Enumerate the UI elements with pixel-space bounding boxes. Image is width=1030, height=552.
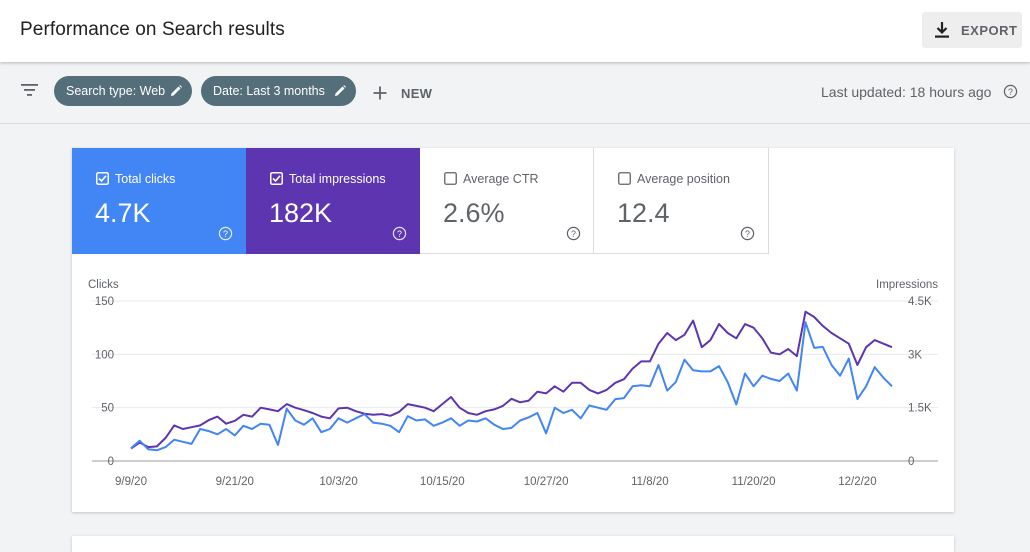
x-tick-label: 10/27/20 [524, 476, 569, 488]
metric-label: Average CTR [463, 172, 539, 186]
metric-value: 2.6% [443, 198, 505, 228]
metric-value: 12.4 [617, 198, 670, 228]
y-tick-label-right: 4.5K [908, 296, 932, 308]
y-tick-label-left: 150 [95, 296, 114, 308]
x-tick-label: 9/21/20 [216, 476, 254, 488]
last-updated-text: Last updated: 18 hours ago [821, 84, 992, 100]
new-filter-button[interactable]: NEW [372, 82, 432, 104]
y-axis-title-left: Clicks [88, 279, 119, 291]
series-line-total-impressions [130, 310, 893, 450]
help-icon[interactable]: ? [218, 226, 233, 241]
help-icon[interactable]: ? [1003, 84, 1018, 99]
export-label: EXPORT [961, 23, 1018, 38]
filter-icon[interactable] [20, 83, 40, 97]
x-tick-label: 9/9/20 [115, 476, 147, 488]
metric-total-clicks[interactable]: Total clicks 4.7K ? [72, 148, 246, 254]
date-chip-label: Date: Last 3 months [213, 84, 325, 98]
y-tick-label-right: 3K [908, 349, 922, 361]
download-icon [935, 22, 949, 38]
svg-text:?: ? [1008, 87, 1013, 97]
queries-card [72, 536, 954, 552]
y-tick-label-right: 0 [908, 456, 914, 468]
plus-icon [373, 86, 387, 100]
svg-text:?: ? [745, 229, 750, 239]
x-tick-label: 10/15/20 [420, 476, 465, 488]
metric-average-ctr[interactable]: Average CTR 2.6% ? [420, 148, 594, 254]
x-tick-label: 11/8/20 [631, 476, 669, 488]
metric-value: 4.7K [95, 198, 151, 228]
checkbox-unchecked-icon[interactable] [444, 172, 457, 185]
performance-card: Total clicks 4.7K ? Total impressions 18… [72, 148, 954, 512]
x-tick-label: 11/20/20 [732, 476, 776, 488]
page-title: Performance on Search results [20, 19, 285, 40]
edit-icon [335, 85, 346, 96]
svg-text:?: ? [223, 229, 228, 239]
x-tick-label: 10/3/20 [319, 476, 357, 488]
metric-label: Average position [637, 172, 730, 186]
checkbox-checked-icon[interactable] [96, 172, 109, 185]
series-line-total-clicks [130, 321, 893, 452]
y-tick-label-left: 100 [95, 349, 114, 361]
svg-text:?: ? [571, 229, 576, 239]
metric-label: Total clicks [115, 172, 176, 186]
y-tick-label-left: 50 [101, 403, 114, 415]
x-tick-label: 12/2/20 [838, 476, 876, 488]
export-button[interactable]: EXPORT [922, 12, 1022, 48]
edit-icon [171, 85, 182, 96]
help-icon[interactable]: ? [392, 226, 407, 241]
y-tick-label-left: 0 [108, 456, 114, 468]
help-icon[interactable]: ? [566, 226, 581, 241]
top-bar: Performance on Search results EXPORT [0, 0, 1030, 62]
date-range-chip[interactable]: Date: Last 3 months [201, 76, 356, 106]
filter-bar: Search type: Web Date: Last 3 months NEW… [0, 62, 1030, 124]
y-axis-title-right: Impressions [876, 279, 938, 291]
checkbox-unchecked-icon[interactable] [618, 172, 631, 185]
metric-total-impressions[interactable]: Total impressions 182K ? [246, 148, 420, 254]
search-type-chip-label: Search type: Web [66, 84, 166, 98]
metric-average-position[interactable]: Average position 12.4 ? [594, 148, 769, 254]
checkbox-checked-icon[interactable] [270, 172, 283, 185]
metric-label: Total impressions [289, 172, 386, 186]
search-type-chip[interactable]: Search type: Web [54, 76, 192, 106]
new-filter-label: NEW [401, 85, 433, 101]
y-tick-label-right: 1.5K [908, 403, 932, 415]
svg-text:?: ? [397, 229, 402, 239]
help-icon[interactable]: ? [740, 226, 755, 241]
performance-chart: 150 4.5K 100 3K 50 1.5K 0 0 Clicks Impressions 9/9… [88, 279, 938, 488]
metric-value: 182K [269, 198, 333, 228]
